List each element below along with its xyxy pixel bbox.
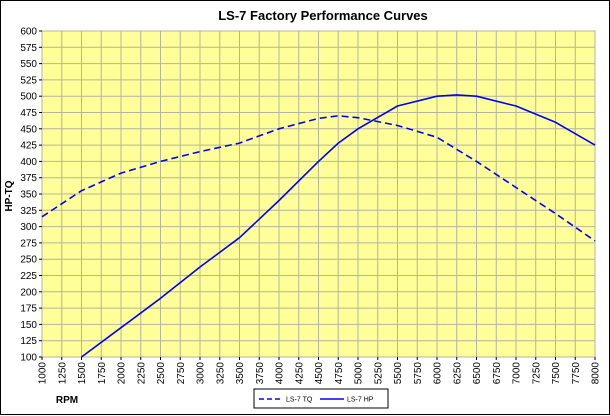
x-tick-label: 4500 <box>314 362 325 385</box>
gridlines <box>41 30 596 358</box>
y-tick-label: 425 <box>20 141 37 152</box>
x-tick-label: 3500 <box>235 362 246 385</box>
y-tick-label: 200 <box>20 287 37 298</box>
y-tick-label: 375 <box>20 173 37 184</box>
x-tick-label: 3250 <box>215 362 226 385</box>
x-tick-label: 4750 <box>334 362 345 385</box>
legend: LS-7 TQ LS-7 HP <box>253 388 389 409</box>
x-tick-label: 6000 <box>433 362 444 385</box>
y-tick-label: 525 <box>20 75 37 86</box>
y-tick-label: 450 <box>20 124 37 135</box>
y-tick-label: 575 <box>20 43 37 54</box>
y-tick-label: 100 <box>20 353 37 364</box>
y-tick-label: 500 <box>20 92 37 103</box>
x-tick-label: 7250 <box>531 362 542 385</box>
data-series <box>41 94 596 358</box>
x-tick-label: 4250 <box>294 362 305 385</box>
legend-label-hp: LS-7 HP <box>347 397 374 404</box>
x-tick-label: 6500 <box>472 362 483 385</box>
x-tick-label: 7000 <box>512 362 523 385</box>
y-tick-label: 400 <box>20 157 37 168</box>
x-tick-label: 6250 <box>452 362 463 385</box>
series-line-ls-7-tq <box>41 115 596 242</box>
y-tick-label: 475 <box>20 108 37 119</box>
y-tick-label: 300 <box>20 222 37 233</box>
x-tick-label: 2000 <box>117 362 128 385</box>
chart-title: LS-7 Factory Performance Curves <box>218 8 428 23</box>
x-tick-label: 2500 <box>156 362 167 385</box>
x-tick-label: 5750 <box>413 362 424 385</box>
x-tick-label: 1750 <box>97 362 108 385</box>
y-tick-label: 350 <box>20 190 37 201</box>
y-tick-label: 150 <box>20 320 37 331</box>
x-tick-label: 1250 <box>57 362 68 385</box>
x-tick-label: 1000 <box>38 362 49 385</box>
x-axis-ticks: 1000 1250 1500 1750 2000 2250 2500 2750 3000 3250… <box>38 357 602 384</box>
y-tick-label: 275 <box>20 238 37 249</box>
x-tick-label: 2750 <box>176 362 187 385</box>
y-axis-ticks: 100 125 150 175 200 225 250 275 300 325 350 375 400 4… <box>20 27 42 364</box>
x-axis-title: RPM <box>56 395 78 406</box>
y-tick-label: 325 <box>20 206 37 217</box>
y-tick-label: 125 <box>20 336 37 347</box>
x-tick-label: 2250 <box>136 362 147 385</box>
x-tick-label: 5500 <box>393 362 404 385</box>
y-tick-label: 550 <box>20 59 37 70</box>
x-tick-label: 1500 <box>77 362 88 385</box>
x-tick-label: 8000 <box>591 362 602 385</box>
x-tick-label: 7750 <box>571 362 582 385</box>
y-tick-label: 175 <box>20 304 37 315</box>
series-line-ls-7-hp <box>81 94 596 358</box>
x-tick-label: 7500 <box>551 362 562 385</box>
y-tick-label: 225 <box>20 271 37 282</box>
x-tick-label: 6750 <box>492 362 503 385</box>
x-tick-label: 3750 <box>255 362 266 385</box>
y-tick-label: 600 <box>20 27 37 38</box>
y-axis-title: HP-TQ <box>4 180 15 211</box>
legend-label-tq: LS-7 TQ <box>286 397 313 404</box>
x-tick-label: 4000 <box>275 362 286 385</box>
x-tick-label: 5250 <box>373 362 384 385</box>
x-tick-label: 3000 <box>196 362 207 385</box>
y-tick-label: 250 <box>20 255 37 266</box>
x-tick-label: 5000 <box>354 362 365 385</box>
